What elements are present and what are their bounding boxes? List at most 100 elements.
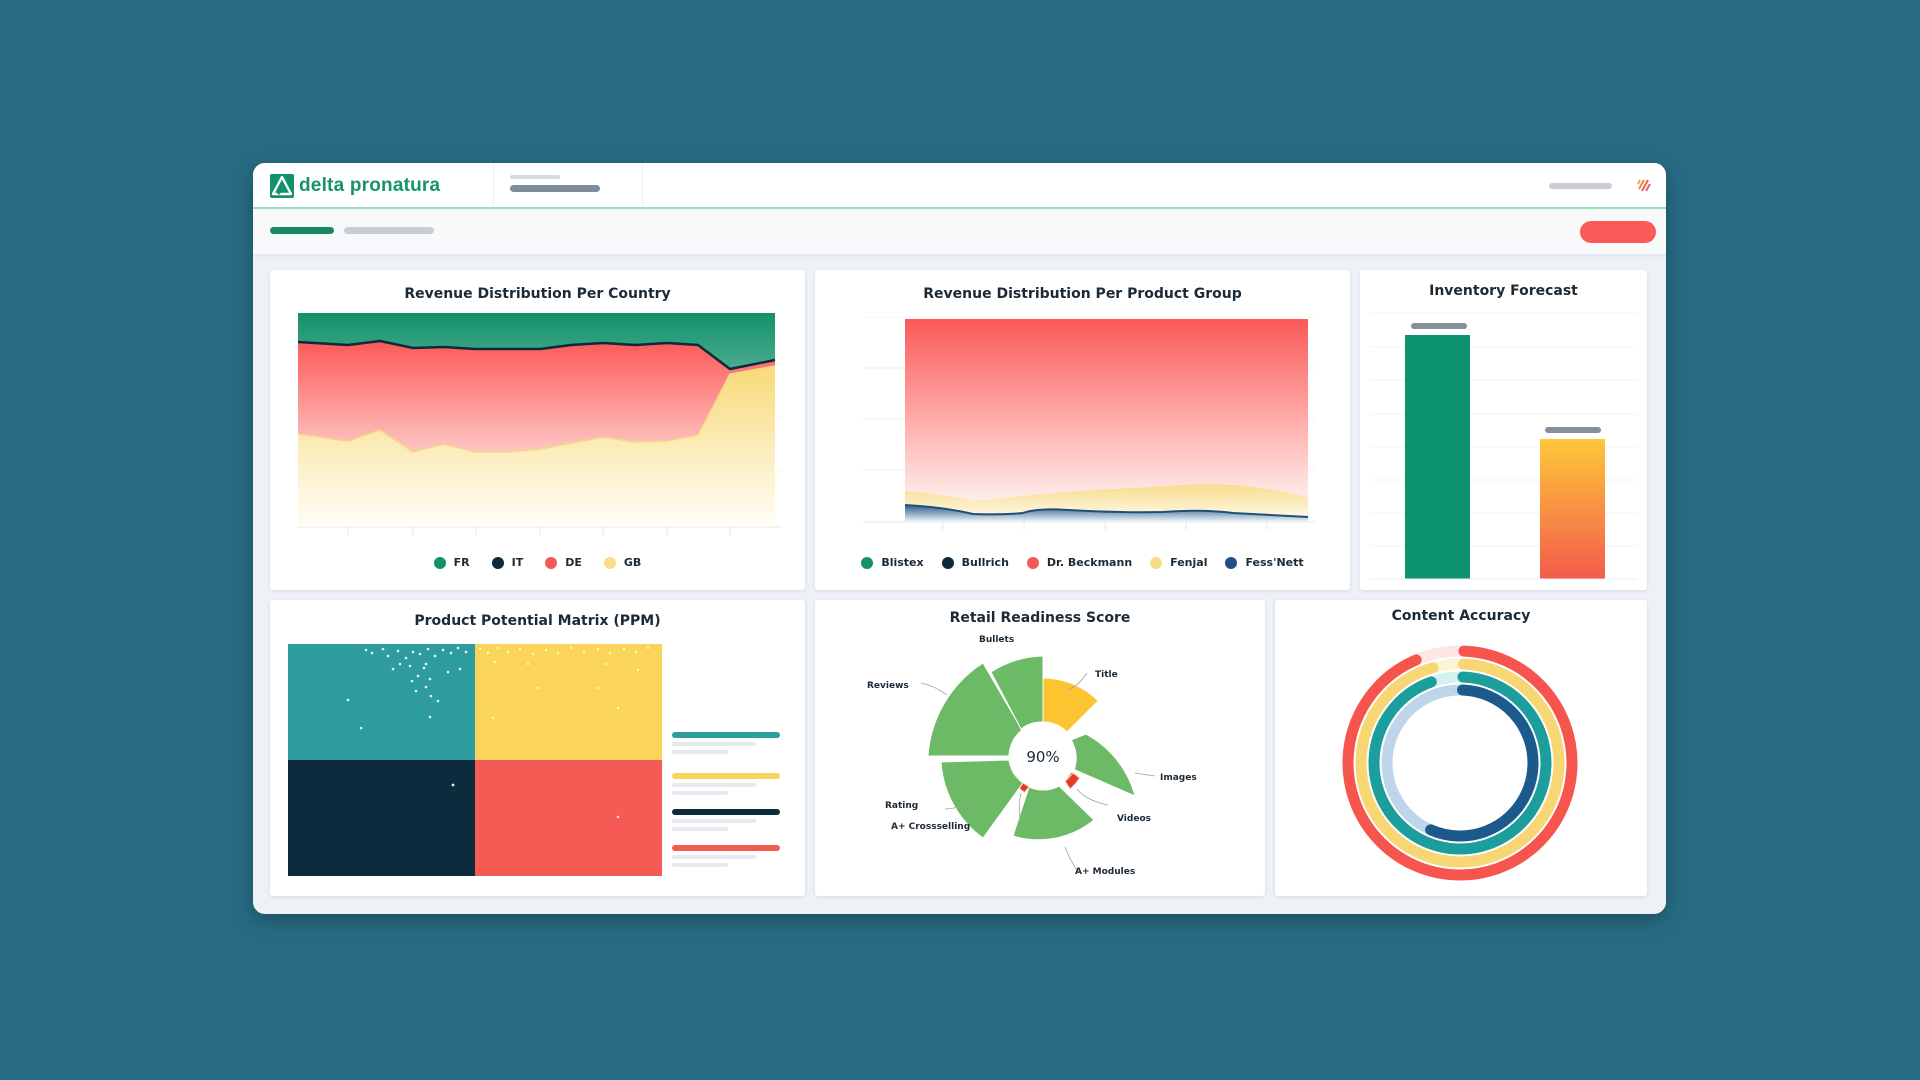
- segment-reviews[interactable]: [927, 662, 1023, 757]
- text-placeholder: [672, 750, 728, 754]
- chart-legend: FR IT DE GB: [270, 556, 805, 569]
- legend-label: FR: [453, 556, 470, 569]
- segment-a-plus-modules[interactable]: [1012, 785, 1095, 841]
- label-images: Images: [1160, 773, 1197, 783]
- ring-3[interactable]: [1368, 671, 1552, 855]
- bar-current[interactable]: [1405, 335, 1470, 579]
- card-title: Product Potential Matrix (PPM): [414, 613, 661, 629]
- ppm-legend-bar-navy[interactable]: [672, 809, 780, 815]
- ppm-quadrant-matrix[interactable]: [288, 644, 662, 876]
- revenue-country-area-chart[interactable]: [298, 313, 782, 538]
- ring-1[interactable]: [1342, 645, 1578, 881]
- text-placeholder: [672, 742, 756, 746]
- quadrant-bottom-right[interactable]: [475, 760, 662, 876]
- bar-label-placeholder: [1411, 323, 1467, 329]
- revenue-product-card: Revenue Distribution Per Product Group B…: [815, 270, 1350, 590]
- header-divider: [493, 163, 494, 207]
- legend-dot-icon: [491, 556, 504, 569]
- card-title: Retail Readiness Score: [949, 610, 1131, 626]
- ppm-legend: [672, 732, 782, 867]
- ppm-legend-bar-red[interactable]: [672, 845, 780, 851]
- card-title: Revenue Distribution Per Country: [404, 286, 671, 302]
- score-center: [1010, 723, 1076, 789]
- label-rating: Rating: [885, 801, 918, 811]
- legend-dot-icon: [545, 556, 558, 569]
- legend-label: Dr. Beckmann: [1046, 556, 1133, 569]
- legend-label: DE: [565, 556, 582, 569]
- label-title: Title: [1095, 670, 1118, 680]
- label-bullets: Bullets: [979, 635, 1014, 645]
- primary-action-button[interactable]: [1580, 221, 1656, 243]
- legend-dot-icon: [1150, 556, 1163, 569]
- inventory-bar-chart[interactable]: [1360, 310, 1647, 586]
- legend-item-fenjal[interactable]: Fenjal: [1150, 556, 1207, 569]
- legend-label: Fenjal: [1170, 556, 1208, 569]
- legend-dot-icon: [1225, 556, 1238, 569]
- bar-label-placeholder: [1545, 427, 1601, 433]
- nav-tabs-bar: [253, 209, 1666, 254]
- text-placeholder: [672, 863, 728, 867]
- ring-4[interactable]: [1381, 684, 1539, 842]
- quadrant-top-left[interactable]: [288, 644, 475, 760]
- text-placeholder: [672, 855, 756, 859]
- legend-item-gb[interactable]: GB: [603, 556, 642, 569]
- ppm-legend-bar-yellow[interactable]: [672, 773, 780, 779]
- legend-label: Bullrich: [961, 556, 1009, 569]
- legend-label: Blistex: [881, 556, 924, 569]
- card-title: Content Accuracy: [1391, 608, 1531, 624]
- tab-inactive[interactable]: [344, 227, 434, 234]
- score-value: 90%: [1026, 748, 1059, 766]
- legend-item-it[interactable]: IT: [491, 556, 524, 569]
- tab-active[interactable]: [270, 227, 334, 234]
- header-divider: [642, 163, 643, 207]
- label-videos: Videos: [1117, 814, 1151, 824]
- legend-dot-icon: [603, 556, 616, 569]
- label-a-plus-modules: A+ Modules: [1075, 867, 1135, 877]
- top-header: delta pronatura: [253, 163, 1666, 209]
- legend-label: GB: [623, 556, 642, 569]
- ppm-card: Product Potential Matrix (PPM): [270, 600, 805, 896]
- segment-bullets[interactable]: [990, 655, 1044, 730]
- chart-legend: Blistex Bullrich Dr. Beckmann Fenjal Fes…: [815, 556, 1350, 569]
- legend-item-blistex[interactable]: Blistex: [861, 556, 924, 569]
- brand-name: delta pronatura: [299, 175, 441, 196]
- content-accuracy-card: Content Accuracy: [1275, 600, 1647, 896]
- content-accuracy-radial-chart[interactable]: [1275, 630, 1647, 890]
- delta-triangle-icon: [270, 174, 294, 198]
- text-placeholder: [672, 819, 756, 823]
- quadrant-top-right[interactable]: [475, 644, 662, 760]
- text-placeholder: [672, 791, 728, 795]
- username-placeholder[interactable]: [1549, 183, 1612, 189]
- legend-item-dr-beckmann[interactable]: Dr. Beckmann: [1026, 556, 1133, 569]
- dashboard-window: delta pronatura Revenue Distribution Per…: [253, 163, 1666, 914]
- text-placeholder: [672, 783, 756, 787]
- card-title: Revenue Distribution Per Product Group: [923, 286, 1242, 302]
- revenue-country-card: Revenue Distribution Per Country FR IT D…: [270, 270, 805, 590]
- section-label-placeholder: [510, 175, 560, 179]
- bar-forecast[interactable]: [1540, 439, 1605, 579]
- legend-item-fess-nett[interactable]: Fess'Nett: [1225, 556, 1304, 569]
- legend-item-fr[interactable]: FR: [433, 556, 470, 569]
- legend-item-de[interactable]: DE: [545, 556, 582, 569]
- segment-title[interactable]: [1042, 677, 1099, 733]
- ring-2[interactable]: [1355, 658, 1565, 868]
- text-placeholder: [672, 827, 728, 831]
- quadrant-bottom-left[interactable]: [288, 760, 475, 876]
- legend-dot-icon: [433, 556, 446, 569]
- legend-label: IT: [511, 556, 524, 569]
- legend-dot-icon: [941, 556, 954, 569]
- card-title: Inventory Forecast: [1429, 283, 1578, 299]
- ppm-legend-bar-teal[interactable]: [672, 732, 780, 738]
- legend-dot-icon: [1026, 556, 1039, 569]
- revenue-product-area-chart[interactable]: [863, 317, 1315, 532]
- retail-readiness-card: Retail Readiness Score: [815, 600, 1265, 896]
- retail-readiness-polar-chart[interactable]: 90% Bullets Title Reviews Images Videos …: [815, 630, 1265, 894]
- striped-avatar-icon[interactable]: [1634, 176, 1654, 196]
- inventory-forecast-card: Inventory Forecast: [1360, 270, 1647, 590]
- legend-item-bullrich[interactable]: Bullrich: [941, 556, 1009, 569]
- legend-dot-icon: [861, 556, 874, 569]
- section-title-placeholder[interactable]: [510, 185, 600, 192]
- legend-label: Fess'Nett: [1245, 556, 1304, 569]
- label-a-plus-crossselling: A+ Crossselling: [891, 822, 970, 832]
- brand-logo[interactable]: delta pronatura: [270, 173, 440, 199]
